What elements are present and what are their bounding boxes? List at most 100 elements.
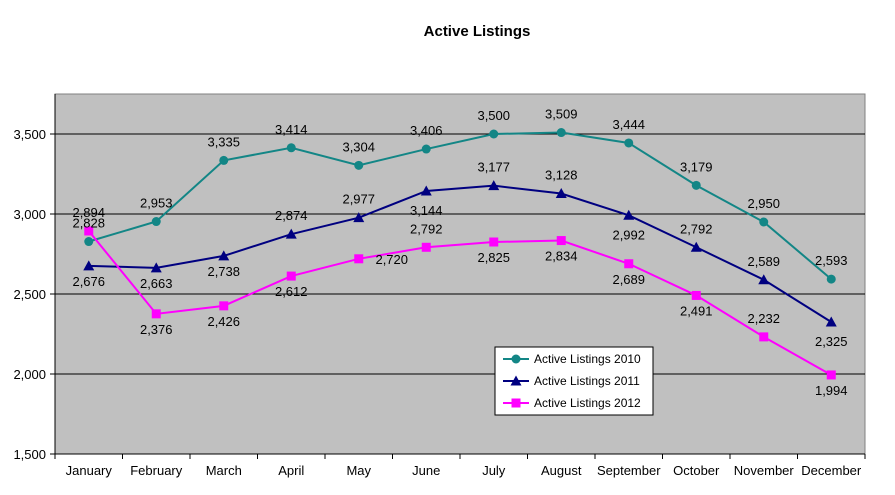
data-point xyxy=(151,309,161,319)
data-point xyxy=(624,259,634,269)
x-tick-label: December xyxy=(801,463,862,478)
data-label: 2,676 xyxy=(72,274,105,289)
data-point xyxy=(758,274,770,285)
data-label: 3,509 xyxy=(545,107,578,122)
data-point xyxy=(84,237,94,247)
x-tick-label: July xyxy=(482,463,506,478)
data-label: 2,874 xyxy=(275,208,308,223)
x-tick-label: May xyxy=(346,463,371,478)
y-tick-label: 2,500 xyxy=(13,287,46,302)
legend-marker xyxy=(510,375,522,386)
data-point xyxy=(489,129,499,139)
data-point xyxy=(489,237,499,247)
data-label: 2,894 xyxy=(72,205,105,220)
data-point xyxy=(286,271,296,281)
x-tick-label: February xyxy=(130,463,183,478)
y-tick-label: 1,500 xyxy=(13,447,46,462)
x-tick-label: November xyxy=(734,463,795,478)
data-labels: 2,828 2,953 3,335 3,414 3,304 3,406 3,500 3,509… xyxy=(72,107,847,398)
data-label: 3,406 xyxy=(410,123,443,138)
data-point xyxy=(555,188,567,199)
data-label: 3,335 xyxy=(207,134,240,149)
data-label: 2,792 xyxy=(410,221,443,236)
data-label: 2,491 xyxy=(680,303,713,318)
data-point xyxy=(556,236,566,246)
data-label: 2,232 xyxy=(747,311,780,326)
data-label: 2,612 xyxy=(275,284,308,299)
data-point xyxy=(219,155,229,165)
data-label: 1,994 xyxy=(815,383,848,398)
y-tick-label: 3,500 xyxy=(13,127,46,142)
y-tick-label: 3,000 xyxy=(13,207,46,222)
data-label: 2,720 xyxy=(375,252,408,267)
data-point xyxy=(488,180,500,191)
series-line xyxy=(88,131,832,280)
data-point xyxy=(286,143,296,153)
series-3 xyxy=(84,226,836,380)
data-point xyxy=(691,290,701,300)
legend-item: Active Listings 2010 xyxy=(503,352,641,366)
data-label: 2,325 xyxy=(815,334,848,349)
data-point xyxy=(219,301,229,311)
data-label: 2,376 xyxy=(140,322,173,337)
data-point xyxy=(623,209,635,220)
legend-label: Active Listings 2011 xyxy=(534,374,640,388)
data-label: 2,593 xyxy=(815,253,848,268)
gridlines xyxy=(55,133,865,375)
data-point xyxy=(353,212,365,223)
data-point xyxy=(759,332,769,342)
plot-area xyxy=(54,93,866,455)
data-point xyxy=(151,217,161,227)
data-point xyxy=(354,254,364,264)
data-point xyxy=(218,250,230,261)
data-point xyxy=(421,242,431,252)
data-point xyxy=(285,228,297,239)
axes: 1,500 2,000 2,500 3,000 3,500 January February… xyxy=(13,94,866,478)
data-point xyxy=(826,370,836,380)
y-tick-label: 2,000 xyxy=(13,367,46,382)
legend-item: Active Listings 2011 xyxy=(503,374,640,388)
data-point xyxy=(759,217,769,227)
data-point xyxy=(421,144,431,154)
data-point xyxy=(150,262,162,273)
legend: Active Listings 2010 Active Listings 2011… xyxy=(494,346,654,416)
data-point xyxy=(624,138,634,148)
data-label: 3,144 xyxy=(410,203,443,218)
data-label: 2,828 xyxy=(72,216,105,231)
legend-label: Active Listings 2010 xyxy=(534,352,641,366)
chart-title: Active Listings xyxy=(424,23,531,40)
data-label: 2,825 xyxy=(477,250,510,265)
data-point xyxy=(826,274,836,284)
data-label: 2,977 xyxy=(342,192,375,207)
data-label: 2,834 xyxy=(545,249,578,264)
data-point xyxy=(691,180,701,190)
x-tick-label: June xyxy=(412,463,440,478)
data-label: 3,177 xyxy=(477,160,510,175)
x-tick-label: August xyxy=(541,463,582,478)
data-point xyxy=(825,316,837,327)
data-label: 2,689 xyxy=(612,272,645,287)
data-label: 2,950 xyxy=(747,196,780,211)
data-label: 2,953 xyxy=(140,196,173,211)
data-label: 3,304 xyxy=(342,139,375,154)
data-label: 3,128 xyxy=(545,168,578,183)
data-point xyxy=(420,185,432,196)
data-point xyxy=(84,226,94,236)
data-label: 3,414 xyxy=(275,122,308,137)
series-2 xyxy=(83,180,837,327)
x-tick-label: October xyxy=(673,463,720,478)
data-label: 3,444 xyxy=(612,117,645,132)
data-point xyxy=(690,241,702,252)
data-label: 2,589 xyxy=(747,254,780,269)
data-label: 2,792 xyxy=(680,221,713,236)
series-1 xyxy=(84,128,836,284)
series-line xyxy=(87,230,832,376)
legend-marker xyxy=(511,354,521,364)
data-label: 3,500 xyxy=(477,108,510,123)
data-label: 2,738 xyxy=(207,264,240,279)
legend-label: Active Listings 2012 xyxy=(534,396,641,410)
x-tick-label: April xyxy=(278,463,304,478)
data-label: 3,179 xyxy=(680,159,713,174)
x-tick-label: September xyxy=(597,463,661,478)
